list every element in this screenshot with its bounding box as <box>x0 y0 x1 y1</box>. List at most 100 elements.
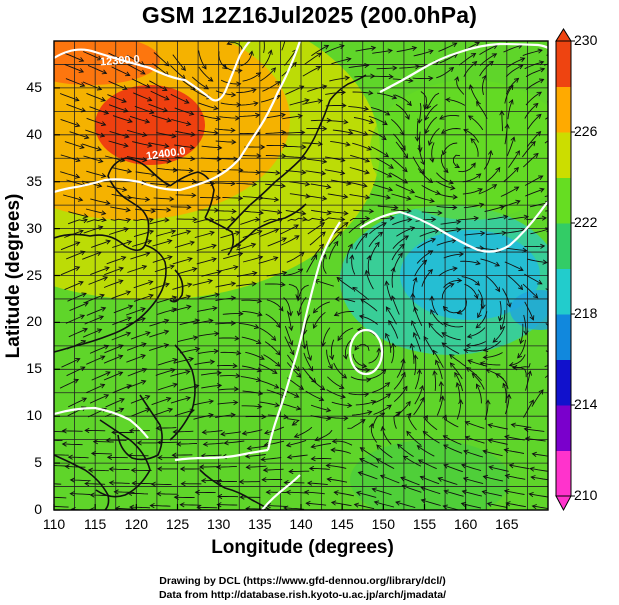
streamline-arrowhead <box>236 350 242 356</box>
streamline <box>81 143 102 151</box>
streamline-arrowhead <box>477 312 482 319</box>
streamline-arrowhead <box>422 430 428 436</box>
streamline <box>322 327 331 347</box>
streamline <box>372 75 393 78</box>
streamline-arrowhead <box>119 398 125 403</box>
streamline-arrowhead <box>360 298 366 304</box>
streamline-arrowhead <box>251 88 257 94</box>
streamline-arrowhead <box>325 407 332 413</box>
streamline <box>215 210 236 212</box>
streamline <box>351 255 356 275</box>
streamline-arrowhead <box>339 384 345 389</box>
streamline-arrowhead <box>437 476 443 482</box>
streamline <box>444 490 464 497</box>
streamline-arrowhead <box>417 147 423 153</box>
streamline-arrowhead <box>409 342 415 349</box>
streamline <box>64 141 85 149</box>
streamline <box>393 411 401 429</box>
streamline-arrowhead <box>100 210 107 216</box>
streamline <box>193 319 213 325</box>
streamline <box>109 130 129 138</box>
streamline <box>508 150 520 168</box>
streamline-arrowhead <box>464 420 471 426</box>
streamline-arrowhead <box>96 146 102 152</box>
streamline-arrowhead <box>461 463 467 469</box>
streamline-arrowhead <box>389 215 395 221</box>
streamline <box>391 193 411 200</box>
streamline <box>113 305 133 314</box>
streamline <box>174 241 195 248</box>
streamline-arrowhead <box>191 178 198 185</box>
streamline-arrowhead <box>533 152 539 158</box>
streamline <box>483 475 503 482</box>
streamline <box>267 237 287 247</box>
streamline-arrowhead <box>233 399 239 406</box>
streamline <box>504 449 525 454</box>
streamline-arrowhead <box>388 163 394 169</box>
streamline <box>431 296 439 316</box>
streamline-arrowhead <box>235 373 241 379</box>
streamline <box>82 251 102 260</box>
streamline <box>288 283 299 299</box>
streamline <box>54 496 67 499</box>
streamline-arrowhead <box>257 255 264 261</box>
streamline <box>237 102 258 106</box>
streamline <box>442 142 458 155</box>
streamline-arrowhead <box>326 476 332 483</box>
streamline <box>283 297 292 316</box>
streamline <box>196 244 217 252</box>
streamline <box>463 477 484 485</box>
streamline <box>108 104 128 112</box>
streamline-arrowhead <box>488 465 494 471</box>
streamline-arrowhead <box>512 365 518 371</box>
streamline-arrowhead <box>510 136 516 142</box>
streamline-arrowhead <box>141 342 147 348</box>
streamline <box>112 384 132 394</box>
x-axis-label: Longitude (degrees) <box>211 537 394 558</box>
streamline <box>59 93 79 101</box>
streamline-arrowhead <box>470 52 477 58</box>
streamline-arrowhead <box>537 279 543 285</box>
streamline <box>281 403 301 410</box>
x-tick-label: 135 <box>248 516 272 532</box>
streamline-arrowhead <box>209 230 215 236</box>
streamline <box>416 120 419 141</box>
streamline <box>368 129 387 140</box>
streamline-arrowhead <box>448 67 455 72</box>
x-tick-label: 125 <box>165 516 190 532</box>
streamline <box>443 279 462 288</box>
streamline <box>109 482 130 484</box>
streamline-arrowhead <box>103 344 110 350</box>
streamline-arrowhead <box>214 292 220 298</box>
streamline <box>131 78 151 89</box>
streamline-arrowhead <box>449 282 455 288</box>
streamline-arrowhead <box>113 489 119 495</box>
streamline-arrowhead <box>463 449 469 455</box>
streamline-arrowhead <box>395 500 401 506</box>
streamline-arrowhead <box>407 217 413 223</box>
streamline-arrowhead <box>399 243 405 249</box>
streamline-arrowhead <box>340 216 346 222</box>
streamline <box>86 170 106 177</box>
streamline-arrowhead <box>329 354 335 361</box>
streamline-arrowhead <box>414 64 421 70</box>
streamline <box>111 167 132 173</box>
streamline <box>216 365 237 367</box>
streamline-arrowhead <box>420 498 426 504</box>
streamline <box>500 310 506 330</box>
streamline <box>258 197 279 201</box>
streamline-arrowhead <box>216 479 222 485</box>
streamline-arrowhead <box>475 383 481 389</box>
streamline-arrowhead <box>203 84 209 90</box>
y-tick-label: 45 <box>26 78 42 95</box>
colorbar-segment <box>556 314 571 360</box>
streamline-arrowhead <box>368 119 375 124</box>
streamline <box>108 140 129 147</box>
streamline-arrowhead <box>305 500 311 507</box>
streamline-arrowhead <box>163 343 170 349</box>
streamline-arrowhead <box>121 255 127 261</box>
streamline <box>349 218 370 221</box>
streamline <box>198 66 213 82</box>
streamline <box>60 241 80 251</box>
streamline-arrowhead <box>401 484 407 490</box>
